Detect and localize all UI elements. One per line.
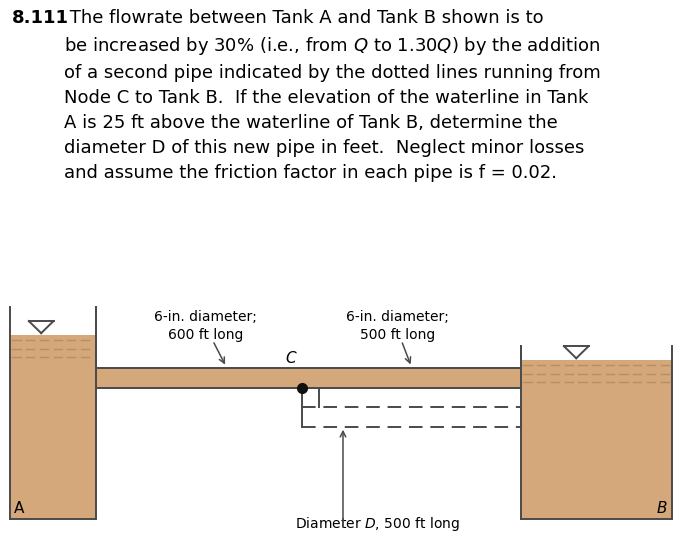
Text: A: A [14,501,24,516]
Text: 6-in. diameter;
600 ft long: 6-in. diameter; 600 ft long [154,310,257,342]
Bar [302,368,521,388]
Text: B: B [657,501,667,516]
Text: The flowrate between Tank A and Tank B shown is to
be increased by 30% (i.e., fr: The flowrate between Tank A and Tank B s… [64,9,600,182]
Bar [96,368,302,388]
Text: C: C [286,351,296,366]
Text: 6-in. diameter;
500 ft long: 6-in. diameter; 500 ft long [346,310,449,342]
Text: 8.111: 8.111 [12,9,69,27]
Bar [10,335,96,519]
Text: Diameter $D$, 500 ft long: Diameter $D$, 500 ft long [295,515,460,533]
Bar [521,360,672,519]
